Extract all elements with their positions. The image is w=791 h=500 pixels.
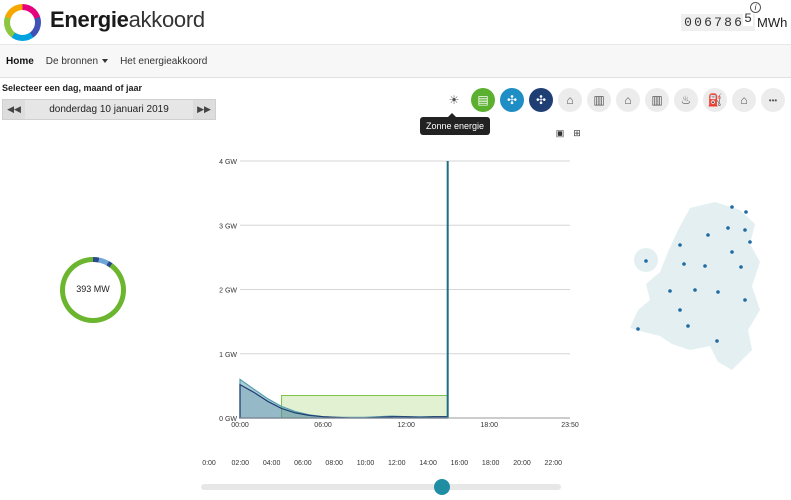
factory-icon[interactable]: ▥ xyxy=(587,88,611,112)
wind-offshore-icon[interactable]: ✣ xyxy=(529,88,553,112)
time-slider-handle[interactable] xyxy=(434,479,450,495)
map-location-dot[interactable] xyxy=(744,210,748,214)
grid-view-icon[interactable]: ⊞ xyxy=(573,128,581,138)
map-location-dot[interactable] xyxy=(739,265,743,269)
chevron-down-icon xyxy=(102,58,109,63)
solar-panel-icon[interactable]: ▤ xyxy=(471,88,495,112)
map-location-dot[interactable] xyxy=(678,308,682,312)
fire-icon[interactable]: ♨ xyxy=(674,88,698,112)
x-tick-label: 23:50 xyxy=(561,422,579,429)
counter-digit: 7 xyxy=(714,14,722,30)
map-location-dot[interactable] xyxy=(682,262,686,266)
timeline-tick: 18:00 xyxy=(482,460,500,467)
counter-digit: 8 xyxy=(724,14,732,30)
map-location-dot[interactable] xyxy=(706,233,710,237)
map-location-dot[interactable] xyxy=(748,240,752,244)
map-location-dot[interactable] xyxy=(730,205,734,209)
nav-de-bronnen[interactable]: De bronnen xyxy=(46,56,109,67)
current-date[interactable]: donderdag 10 januari 2019 xyxy=(49,104,169,115)
nav-home[interactable]: Home xyxy=(6,55,34,67)
house-icon[interactable]: ⌂ xyxy=(616,88,640,112)
timeline-tick: 06:00 xyxy=(294,460,312,467)
timeline-tick: 04:00 xyxy=(263,460,281,467)
timeline-tick: 14:00 xyxy=(419,460,437,467)
brand-logo[interactable]: Energieakkoord xyxy=(50,7,205,32)
more-icon[interactable]: ••• xyxy=(761,88,785,112)
map-location-dot[interactable] xyxy=(678,243,682,247)
y-tick-label: 2 GW xyxy=(219,288,237,295)
map-location-dot[interactable] xyxy=(743,228,747,232)
x-tick-label: 18:00 xyxy=(480,422,498,429)
map-location-dot[interactable] xyxy=(715,339,719,343)
map-shape xyxy=(630,202,760,370)
map-location-dot[interactable] xyxy=(668,289,672,293)
map-location-dot[interactable] xyxy=(716,290,720,294)
power-value: 393 MW xyxy=(76,284,110,294)
home-icon[interactable]: ⌂ xyxy=(732,88,756,112)
y-tick-label: 4 GW xyxy=(219,159,237,166)
map-location-dot[interactable] xyxy=(686,324,690,328)
map-location-dot[interactable] xyxy=(636,327,640,331)
main-nav: Home De bronnen Het energieakkoord xyxy=(0,44,791,78)
map-location-dot[interactable] xyxy=(703,264,707,268)
date-selector-title: Selecteer een dag, maand of jaar xyxy=(2,83,143,93)
sun-icon[interactable]: ☀ xyxy=(442,88,466,112)
power-donut xyxy=(60,257,126,323)
date-selector: ◀◀ donderdag 10 januari 2019 ▶▶ xyxy=(2,99,216,120)
x-tick-label: 00:00 xyxy=(231,422,249,429)
x-tick-label: 06:00 xyxy=(314,422,332,429)
map-location-dot[interactable] xyxy=(693,288,697,292)
nav-energieakkoord[interactable]: Het energieakkoord xyxy=(120,55,208,67)
timeline-tick: 12:00 xyxy=(388,460,406,467)
map-location-dot[interactable] xyxy=(743,298,747,302)
timeline-tick: 10:00 xyxy=(357,460,375,467)
source-tooltip: Zonne energie xyxy=(420,113,491,135)
map-location-dot[interactable] xyxy=(644,259,648,263)
netherlands-map xyxy=(630,202,760,370)
map-location-dot[interactable] xyxy=(726,226,730,230)
timeline-tick: 02:00 xyxy=(232,460,250,467)
logo-icon[interactable] xyxy=(4,4,41,41)
timeline-tick: 08:00 xyxy=(325,460,343,467)
chart-view-toggles: ▣ ⊞ xyxy=(555,128,582,138)
counter-digit: 6 xyxy=(734,14,742,30)
industry-icon[interactable]: ▥ xyxy=(645,88,669,112)
counter-unit: MWh xyxy=(757,14,788,30)
counter-digit: 5 xyxy=(743,10,753,26)
wind-onshore-icon[interactable]: ✣ xyxy=(500,88,524,112)
source-toolbar: ☀ ▤ ✣ ✣ ⌂ ▥ ⌂ ▥ ♨ ⛽ ⌂ ••• xyxy=(442,88,790,112)
cube-view-icon[interactable]: ▣ xyxy=(555,128,565,138)
y-tick-label: 0 GW xyxy=(219,416,237,423)
next-date-button[interactable]: ▶▶ xyxy=(193,100,215,119)
timeline-tick: 22:00 xyxy=(545,460,563,467)
x-tick-label: 12:00 xyxy=(397,422,415,429)
timeline-tick: 16:00 xyxy=(451,460,469,467)
counter-digit: 0 xyxy=(684,14,692,30)
counter-digit: 6 xyxy=(704,14,712,30)
info-icon[interactable]: i xyxy=(750,2,761,13)
timeline-tick: 20:00 xyxy=(513,460,531,467)
counter-digit: 0 xyxy=(694,14,702,30)
house-heat-icon[interactable]: ⌂ xyxy=(558,88,582,112)
timeline-tick: 0:00 xyxy=(202,460,216,467)
y-tick-label: 1 GW xyxy=(219,352,237,359)
fuel-pump-icon[interactable]: ⛽ xyxy=(703,88,727,112)
y-tick-label: 3 GW xyxy=(219,223,237,230)
map-location-dot[interactable] xyxy=(730,250,734,254)
previous-date-button[interactable]: ◀◀ xyxy=(3,100,25,119)
time-slider-track[interactable] xyxy=(201,484,561,490)
